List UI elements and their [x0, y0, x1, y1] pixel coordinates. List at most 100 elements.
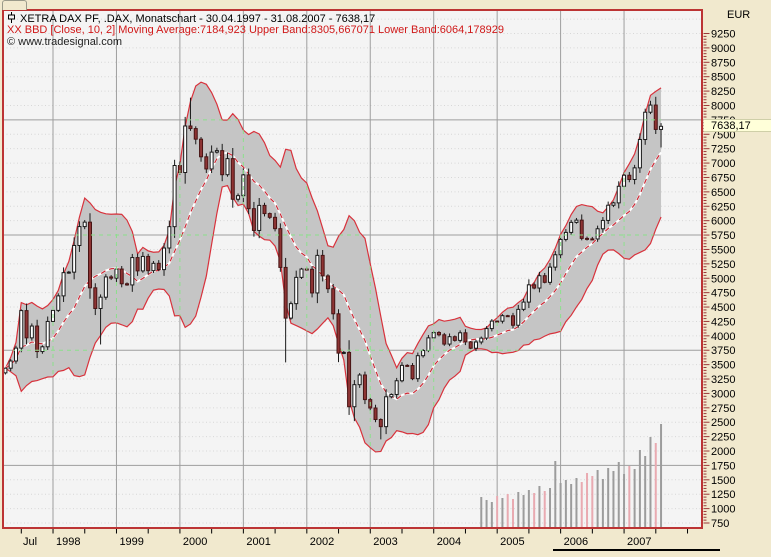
candle: [484, 326, 489, 341]
y-axis-tick-label: 7500: [711, 129, 735, 141]
candle: [362, 371, 367, 405]
candle: [172, 159, 177, 238]
bollinger-band[interactable]: [4, 81, 662, 453]
volume-bar: [490, 502, 493, 527]
volume-bar: [554, 461, 557, 527]
candle: [595, 225, 600, 242]
y-axis-tick-label: 8000: [711, 100, 735, 112]
candle: [325, 274, 330, 294]
y-axis-tick-label: 3750: [711, 345, 735, 357]
y-axis-tick-label: 9000: [711, 43, 735, 55]
candle: [378, 418, 383, 440]
candle: [93, 283, 98, 316]
copyright-line: © www.tradesignal.com: [7, 36, 123, 48]
candle: [257, 197, 262, 239]
candle: [24, 303, 29, 345]
volume-bar: [485, 500, 488, 527]
candle: [505, 314, 510, 318]
candle: [214, 147, 219, 154]
candle: [389, 393, 394, 399]
indicator-status-line: XX BBD [Close, 10, 2] Moving Average:718…: [7, 24, 504, 36]
price-series[interactable]: [3, 96, 664, 440]
volume-bar: [601, 479, 604, 527]
y-axis[interactable]: 750 1000 1250 1500 1750 2000 2250 2500 2750 3000 3…: [703, 29, 736, 531]
x-axis-label-year: 2001: [246, 536, 271, 548]
candle: [463, 329, 468, 346]
candle: [162, 243, 167, 276]
candle: [220, 143, 225, 182]
candle: [447, 333, 452, 347]
y-axis-tick-label: 2000: [711, 446, 735, 458]
candle: [516, 304, 521, 328]
candle: [310, 266, 315, 298]
y-axis-unit-label: EUR: [727, 9, 751, 21]
candle: [299, 267, 304, 280]
candle: [347, 340, 352, 415]
x-axis-label-year: 2002: [309, 536, 335, 548]
candle: [294, 270, 299, 310]
y-axis-tick-label: 1750: [711, 460, 735, 472]
candle: [405, 364, 410, 367]
candle: [183, 116, 188, 184]
volume-bar: [549, 488, 552, 527]
volume-bar: [506, 494, 509, 527]
candle: [336, 309, 341, 363]
candle: [251, 201, 256, 237]
candle: [473, 339, 478, 352]
visible-range-scrollbar[interactable]: [553, 549, 720, 551]
plot-area[interactable]: [3, 10, 702, 528]
candle: [130, 253, 135, 292]
candle: [61, 267, 66, 302]
volume-bar: [580, 482, 583, 527]
candle: [119, 266, 124, 288]
y-axis-tick-label: 3250: [711, 374, 735, 386]
candle: [341, 350, 346, 355]
candle: [373, 404, 378, 423]
candle: [98, 294, 103, 345]
candle: [72, 237, 77, 280]
x-axis-label-year: 1998: [56, 536, 81, 548]
y-axis-tick-label: 3500: [711, 360, 735, 372]
candle: [548, 263, 553, 285]
candle: [273, 212, 278, 232]
candle: [357, 373, 362, 388]
candle: [88, 213, 92, 299]
candle: [616, 181, 621, 209]
candle: [574, 217, 579, 224]
volume-bar: [591, 476, 594, 527]
candle: [140, 251, 145, 273]
candle: [627, 172, 632, 183]
y-axis-tick-label: 4250: [711, 316, 735, 328]
candle: [611, 201, 616, 208]
chart-tab-stub[interactable]: [2, 0, 27, 10]
candle: [125, 282, 130, 286]
candle: [537, 271, 542, 293]
candle: [267, 212, 272, 220]
volume-bars: [480, 424, 663, 527]
volume-bar: [501, 498, 504, 527]
y-axis-tick-label: 5250: [711, 259, 735, 271]
candle: [553, 251, 558, 271]
candle: [600, 217, 605, 233]
candle: [146, 253, 151, 275]
chart-title-text: XETRA DAX PF, .DAX, Monatschart - 30.04.…: [20, 13, 376, 25]
volume-bar: [527, 490, 530, 527]
candle: [66, 270, 71, 274]
candle: [421, 349, 426, 358]
candle: [637, 133, 642, 173]
candle: [585, 236, 590, 241]
y-axis-tick-label: 6500: [711, 187, 735, 199]
y-axis-tick-label: 2750: [711, 403, 735, 415]
x-axis[interactable]: [20, 529, 689, 534]
candle: [8, 359, 13, 372]
volume-bar: [517, 492, 520, 527]
volume-bar: [654, 443, 657, 527]
candle: [13, 345, 18, 364]
candle: [135, 253, 140, 276]
candle: [82, 220, 87, 230]
candle: [103, 274, 108, 300]
volume-bar: [586, 473, 589, 527]
candle: [648, 100, 653, 115]
